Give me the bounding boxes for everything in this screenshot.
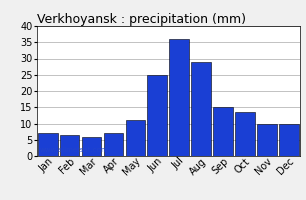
Bar (257, 123, 277, 156)
Bar (82, 137, 101, 156)
Bar (235, 112, 255, 156)
Bar (170, 39, 189, 156)
Text: Verkhoyansk : precipitation (mm): Verkhoyansk : precipitation (mm) (37, 13, 246, 26)
Bar (60, 135, 80, 156)
Bar (104, 133, 123, 156)
Bar (38, 133, 58, 156)
Bar (147, 75, 167, 156)
Bar (191, 62, 211, 156)
Bar (125, 120, 145, 156)
Text: www.allmetsat.com: www.allmetsat.com (39, 147, 108, 153)
Bar (213, 107, 233, 156)
Bar (279, 123, 299, 156)
